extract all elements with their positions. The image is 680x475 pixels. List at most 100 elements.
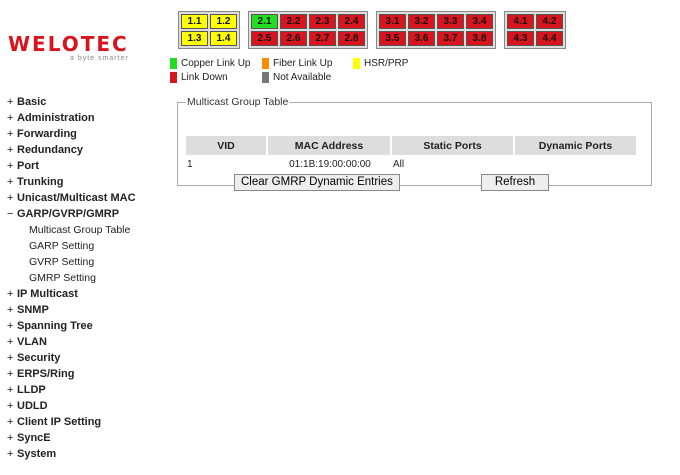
port-4-3[interactable]: 4.3 [507, 31, 534, 46]
sidebar-item-trunking[interactable]: + Trunking [7, 174, 136, 190]
refresh-button[interactable]: Refresh [481, 174, 549, 191]
port-3-4[interactable]: 3.4 [466, 14, 493, 29]
sidebar-item-security[interactable]: + Security [7, 350, 136, 366]
port-2-2[interactable]: 2.2 [280, 14, 307, 29]
expand-icon[interactable]: + [7, 144, 14, 156]
logo-wordmark: WELOTEC [8, 32, 129, 56]
sidebar-item-system[interactable]: + System [7, 446, 136, 462]
col-vid: VID [186, 136, 268, 155]
clear-gmrp-button[interactable]: Clear GMRP Dynamic Entries [234, 174, 400, 191]
sidebar-subitem-gvrp-setting[interactable]: GVRP Setting [29, 256, 95, 268]
sidebar-subitem-garp-setting[interactable]: GARP Setting [29, 240, 95, 252]
port-4-2[interactable]: 4.2 [536, 14, 563, 29]
port-group: 2.1 2.2 2.3 2.4 2.5 2.6 2.7 2.8 [248, 11, 368, 49]
port-1-2[interactable]: 1.2 [210, 14, 237, 29]
expand-icon[interactable]: + [7, 112, 14, 124]
sidebar-item-vlan[interactable]: + VLAN [7, 334, 136, 350]
table-row: 1 01:1B:19:00:00:00 All [186, 155, 638, 173]
sidebar-item-label: UDLD [17, 400, 48, 412]
sidebar-item-label: Trunking [17, 176, 64, 188]
expand-icon[interactable]: + [7, 368, 14, 380]
port-2-3[interactable]: 2.3 [309, 14, 336, 29]
sidebar-nav: + Basic + Administration + Forwarding + Redunda… [7, 94, 136, 462]
hsr-swatch [353, 58, 360, 69]
expand-icon[interactable]: + [7, 176, 14, 188]
port-4-4[interactable]: 4.4 [536, 31, 563, 46]
port-2-6[interactable]: 2.6 [280, 31, 307, 46]
sidebar-item-label: Administration [17, 112, 95, 124]
expand-icon[interactable]: + [7, 192, 14, 204]
col-mac: MAC Address [268, 136, 392, 155]
port-1-4[interactable]: 1.4 [210, 31, 237, 46]
sidebar-item-forwarding[interactable]: + Forwarding [7, 126, 136, 142]
port-1-3[interactable]: 1.3 [181, 31, 208, 46]
port-1-1[interactable]: 1.1 [181, 14, 208, 29]
sidebar-item-label: Unicast/Multicast MAC [17, 192, 136, 204]
expand-icon[interactable]: + [7, 448, 14, 460]
sidebar-item-label: Port [17, 160, 39, 172]
sidebar-item-label: IP Multicast [17, 288, 78, 300]
port-2-1[interactable]: 2.1 [251, 14, 278, 29]
sidebar-item-redundancy[interactable]: + Redundancy [7, 142, 136, 158]
down-swatch [170, 72, 177, 83]
sidebar-item-synce[interactable]: + SyncE [7, 430, 136, 446]
port-3-5[interactable]: 3.5 [379, 31, 406, 46]
port-2-8[interactable]: 2.8 [338, 31, 365, 46]
sidebar-item-label: Client IP Setting [17, 416, 102, 428]
sidebar-item-spanning-tree[interactable]: + Spanning Tree [7, 318, 136, 334]
logo-tagline: a byte smarter [70, 55, 129, 62]
sidebar-item-label: LLDP [17, 384, 46, 396]
sidebar-item-label: Spanning Tree [17, 320, 93, 332]
expand-icon[interactable]: + [7, 432, 14, 444]
legend-copper: Copper Link Up [181, 58, 251, 69]
cell-dynamic [515, 155, 638, 173]
expand-icon[interactable]: + [7, 128, 14, 140]
legend-down: Link Down [181, 72, 228, 83]
sidebar-subitem-gmrp-setting[interactable]: GMRP Setting [29, 272, 96, 284]
expand-icon[interactable]: + [7, 304, 14, 316]
expand-icon[interactable]: + [7, 352, 14, 364]
cell-static: All [393, 158, 405, 170]
expand-icon[interactable]: + [7, 384, 14, 396]
sidebar-item-udld[interactable]: + UDLD [7, 398, 136, 414]
sidebar-item-label: GARP/GVRP/GMRP [17, 208, 120, 220]
cell-mac: 01:1B:19:00:00:00 [289, 158, 371, 170]
sidebar-subitem-multicast-group-table[interactable]: Multicast Group Table [29, 224, 131, 236]
sidebar-item-erps-ring[interactable]: + ERPS/Ring [7, 366, 136, 382]
logo: WELOTEC a byte smarter [8, 34, 129, 63]
port-2-7[interactable]: 2.7 [309, 31, 336, 46]
sidebar-item-ip-multicast[interactable]: + IP Multicast [7, 286, 136, 302]
expand-icon[interactable]: + [7, 320, 14, 332]
expand-icon[interactable]: + [7, 96, 14, 108]
sidebar-item-label: System [17, 448, 57, 460]
port-2-5[interactable]: 2.5 [251, 31, 278, 46]
port-group: 1.1 1.2 1.3 1.4 [178, 11, 240, 49]
sidebar-item-unicast-multicast-mac[interactable]: + Unicast/Multicast MAC [7, 190, 136, 206]
expand-icon[interactable]: + [7, 400, 14, 412]
sidebar-item-administration[interactable]: + Administration [7, 110, 136, 126]
multicast-group-table-panel: Multicast Group Table VID MAC Address St… [177, 96, 652, 191]
port-3-3[interactable]: 3.3 [437, 14, 464, 29]
col-static: Static Ports [392, 136, 515, 155]
expand-icon[interactable]: + [7, 288, 14, 300]
port-3-7[interactable]: 3.7 [437, 31, 464, 46]
expand-icon[interactable]: − [7, 208, 14, 220]
port-3-2[interactable]: 3.2 [408, 14, 435, 29]
sidebar-item-label: VLAN [17, 336, 47, 348]
port-3-1[interactable]: 3.1 [379, 14, 406, 29]
port-3-6[interactable]: 3.6 [408, 31, 435, 46]
legend-na: Not Available [273, 72, 332, 83]
sidebar-item-garp-gvrp-gmrp[interactable]: − GARP/GVRP/GMRP [7, 206, 136, 222]
port-4-1[interactable]: 4.1 [507, 14, 534, 29]
port-3-8[interactable]: 3.8 [466, 31, 493, 46]
port-2-4[interactable]: 2.4 [338, 14, 365, 29]
sidebar-item-port[interactable]: + Port [7, 158, 136, 174]
sidebar-item-snmp[interactable]: + SNMP [7, 302, 136, 318]
sidebar-item-basic[interactable]: + Basic [7, 94, 136, 110]
copper-swatch [170, 58, 177, 69]
expand-icon[interactable]: + [7, 416, 14, 428]
sidebar-item-lldp[interactable]: + LLDP [7, 382, 136, 398]
sidebar-item-client-ip-setting[interactable]: + Client IP Setting [7, 414, 136, 430]
expand-icon[interactable]: + [7, 160, 14, 172]
expand-icon[interactable]: + [7, 336, 14, 348]
